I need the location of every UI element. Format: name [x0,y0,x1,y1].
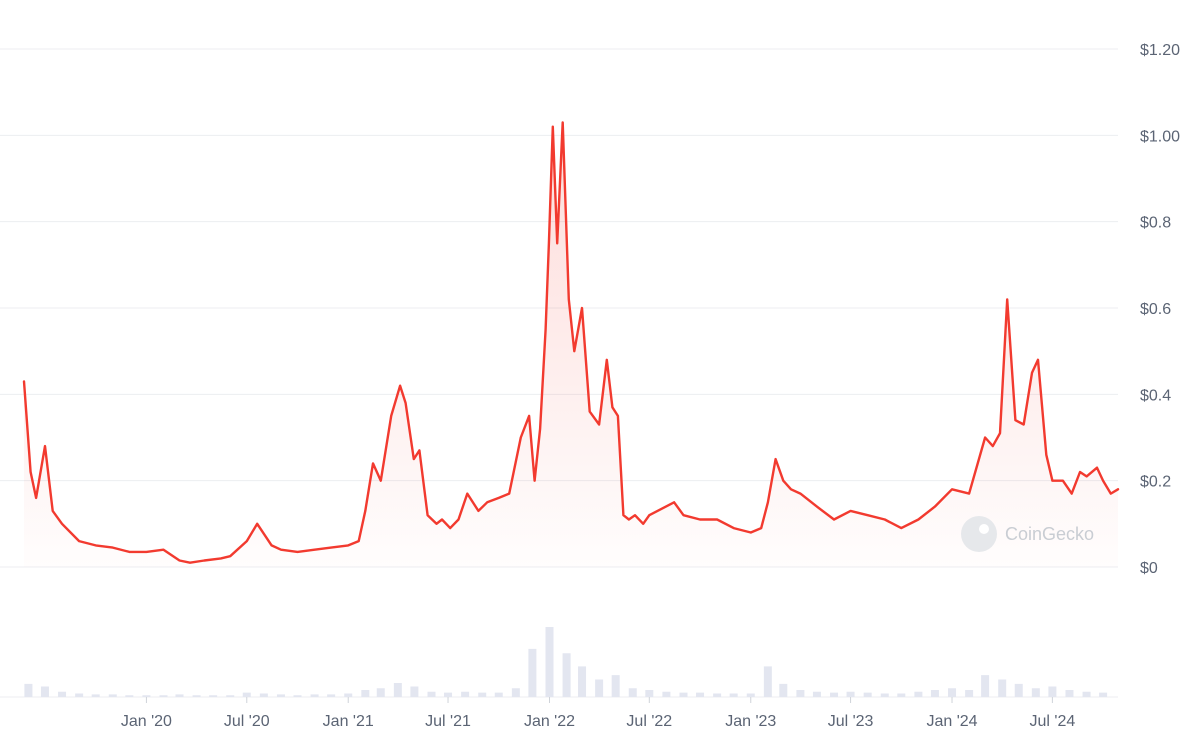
volume-bar [376,688,385,697]
volume-bar [830,692,839,697]
volume-bar [259,693,268,697]
volume-bar [528,648,537,697]
volume-bar [444,692,453,697]
volume-bar [24,683,33,697]
watermark-text: CoinGecko [1005,524,1094,544]
volume-bar [175,694,184,697]
x-tick-label: Jan '24 [926,713,977,730]
gecko-logo-icon [961,516,997,552]
x-tick-label: Jul '20 [224,713,270,730]
volume-bar [58,691,67,697]
volume-bars [24,627,1108,697]
x-tick-label: Jul '24 [1030,713,1076,730]
volume-bar [696,692,705,697]
y-tick-label: $1.20 [1140,42,1180,59]
x-tick-label: Jul '23 [828,713,874,730]
price-line [22,121,1120,564]
volume-bar [981,675,990,697]
volume-bar [914,691,923,697]
volume-bar [965,690,974,697]
volume-bar [125,695,134,697]
x-tick-label: Jan '23 [725,713,776,730]
volume-bar [611,675,620,697]
volume-bar [729,693,738,697]
volume-bar [91,694,100,697]
price-line-group [22,121,1120,564]
volume-bar [998,679,1007,697]
y-tick-label: $1.00 [1140,128,1180,145]
coingecko-watermark: CoinGecko [961,516,1094,552]
y-tick-label: $0.4 [1140,387,1171,404]
volume-bar [545,627,554,697]
x-tick-label: Jan '22 [524,713,575,730]
volume-bar [880,693,889,697]
volume-bar [142,695,151,697]
volume-bar [226,695,235,697]
volume-bar [595,679,604,697]
x-tick-label: Jul '21 [425,713,471,730]
volume-bar [276,694,285,697]
volume-bar [662,691,671,697]
volume-bar [763,666,772,697]
volume-bar [242,692,251,697]
volume-bar [310,694,319,697]
price-area-fill [24,122,1118,568]
volume-bar [511,688,520,697]
volume-bar [846,691,855,697]
volume-bar [645,690,654,697]
volume-bar [192,695,201,697]
y-axis-ticks: $0 $0.2 $0.4 $0.6 $0.8 $1.00 $1.20 [1140,42,1180,577]
volume-bar [578,666,587,697]
volume-bar [1065,690,1074,697]
price-area [24,122,1118,568]
gecko-logo-eye-icon [979,524,989,534]
y-tick-label: $0.2 [1140,474,1171,491]
volume-bar [108,694,117,697]
x-tick-label: Jan '20 [121,713,172,730]
volume-bar [393,683,402,697]
volume-bar [628,688,637,697]
volume-bar [494,692,503,697]
volume-bar [679,692,688,697]
volume-bar [344,693,353,697]
volume-bar [1014,683,1023,697]
volume-bar [713,693,722,697]
volume-bar [562,653,571,697]
volume-bar [1082,691,1091,697]
volume-bar [40,686,49,697]
volume-bar [327,694,336,697]
volume-bar [746,693,755,697]
x-axis-ticks: Jan '20 Jul '20 Jan '21 Jul '21 Jan '22 Jul '… [121,697,1075,730]
x-tick-label: Jul '22 [626,713,672,730]
volume-bar [796,690,805,697]
volume-bar [478,692,487,697]
volume-bar [1048,686,1057,697]
volume-bar [897,693,906,697]
volume-bar [159,695,168,697]
y-tick-label: $0.8 [1140,215,1171,232]
volume-bar [863,692,872,697]
volume-bar [779,683,788,697]
volume-bar [361,690,370,697]
volume-bar [1031,688,1040,697]
volume-bar [410,686,419,697]
volume-bar [461,691,470,697]
volume-bar [75,693,84,697]
x-tick-label: Jan '21 [323,713,374,730]
y-tick-label: $0 [1140,560,1158,577]
volume-bar [293,695,302,697]
volume-bar [930,690,939,697]
y-tick-label: $0.6 [1140,301,1171,318]
volume-bar [1099,692,1108,697]
volume-bar [427,691,436,697]
volume-bar [948,688,957,697]
volume-bar [209,695,218,697]
volume-bar [812,691,821,697]
